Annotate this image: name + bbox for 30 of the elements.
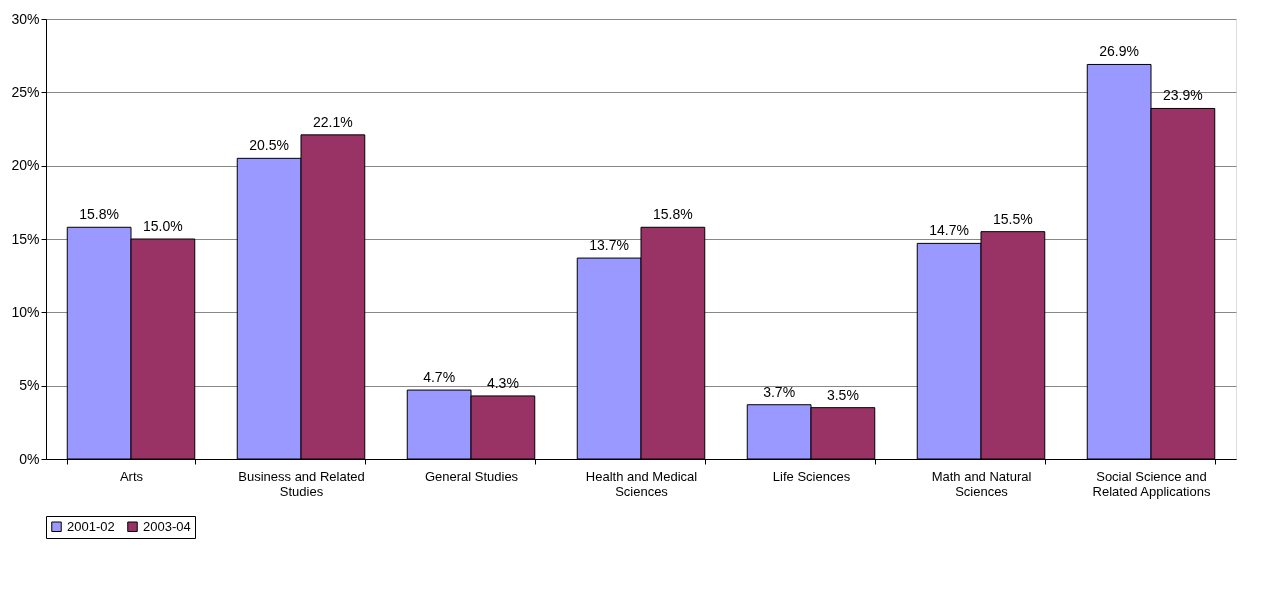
x-tick-label: Business and Related Studies [238,468,365,499]
y-tick-label: 30% [11,10,40,27]
x-tick-label: Life Sciences [772,468,851,484]
data-label: 23.9% [1163,87,1203,104]
legend-label: 2003-04 [143,518,191,534]
data-label: 20.5% [249,137,289,154]
y-tick-label: 5% [19,377,40,394]
y-tick-label: 25% [11,83,40,100]
data-label: 15.8% [79,206,119,223]
data-label: 15.0% [143,218,183,234]
data-label: 26.9% [1099,43,1139,60]
legend-label: 2001-02 [67,518,115,534]
y-tick-label: 10% [11,303,40,320]
y-tick-label: 15% [11,230,40,247]
y-tick-label: 0% [19,450,40,467]
x-tick-label: General Studies [424,468,519,484]
x-tick-label: Social Science and Related Applications [1092,468,1211,499]
x-tick-label: Health and Medical Sciences [585,468,698,499]
y-tick-label: 20% [11,157,40,174]
data-label: 3.5% [826,386,859,403]
data-label: 15.5% [993,210,1033,227]
data-label: 4.7% [423,369,456,386]
data-label: 15.8% [653,206,693,223]
data-label: 3.7% [763,383,796,400]
x-tick-label: Arts [119,468,144,484]
x-tick-label: Math and Natural Sciences [931,468,1032,499]
data-label: 22.1% [313,113,353,130]
data-label: 13.7% [589,237,629,254]
data-label: 4.3% [486,374,519,391]
data-label: 14.7% [929,222,969,239]
